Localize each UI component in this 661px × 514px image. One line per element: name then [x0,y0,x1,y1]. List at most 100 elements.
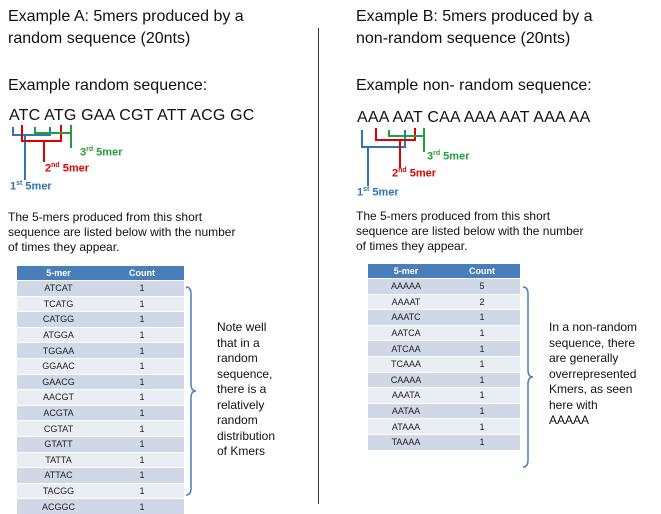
vertical-divider [318,28,319,504]
table-row: AATCA 1 [368,325,520,341]
example-b-note: In a non-random sequence, there are gene… [549,320,637,429]
count-cell: 1 [100,483,184,499]
count-cell: 1 [100,436,184,452]
table-row: TCATG 1 [17,296,184,312]
table-row: TGGAA 1 [17,343,184,359]
table-header-count: Count [100,266,184,281]
table-row: AAAAA 5 [368,279,520,295]
table-row: TCAAA 1 [368,356,520,372]
table-row: TAAAA 1 [368,434,520,449]
kmer-cell: TAAAA [368,434,444,449]
kmer-cell: GGAAC [17,358,100,374]
kmer-cell: ACGTA [17,405,100,421]
kmer-cell: AAAAA [368,279,444,295]
table-row: AAAAT 2 [368,294,520,310]
table-header-count: Count [444,264,520,279]
table-row: CAAAA 1 [368,372,520,388]
count-cell: 1 [100,312,184,328]
table-row: ATAAA 1 [368,419,520,435]
kmer-cell: AAATC [368,310,444,326]
table-row: GGAAC 1 [17,358,184,374]
count-cell: 1 [444,403,520,419]
kmer-cell: ACGGC [17,499,100,514]
table-header-5mer: 5-mer [368,264,444,279]
table-row: ATTAC 1 [17,468,184,484]
count-cell: 1 [100,452,184,468]
kmer-cell: TATTA [17,452,100,468]
table-row: ACGTA 1 [17,405,184,421]
table-row: ATCAA 1 [368,341,520,357]
example-b-third-5mer-label: 3rd 5mer [427,150,469,163]
example-b-bracket-diagram [330,0,650,205]
kmer-cell: TACGG [17,483,100,499]
count-cell: 1 [444,341,520,357]
table-row: GTATT 1 [17,436,184,452]
example-b-brace [522,286,534,470]
count-cell: 1 [444,372,520,388]
count-cell: 1 [100,405,184,421]
kmer-cell: TCAAA [368,356,444,372]
table-row: CGTAT 1 [17,421,184,437]
example-a-brace [185,286,197,498]
count-cell: 1 [444,356,520,372]
kmer-cell: GTATT [17,436,100,452]
example-a-third-5mer-label: 3rd 5mer [80,146,122,159]
kmer-cell: AAAAT [368,294,444,310]
kmer-cell: CAAAA [368,372,444,388]
count-cell: 1 [444,325,520,341]
kmer-cell: AATAA [368,403,444,419]
table-row: TACGG 1 [17,483,184,499]
count-cell: 2 [444,294,520,310]
count-cell: 1 [100,374,184,390]
example-a-third-5mer-bracket [35,125,71,133]
kmer-cell: AACGT [17,390,100,406]
table-row: AACGT 1 [17,390,184,406]
table-row: AATAA 1 [368,403,520,419]
example-a-note: Note well that in a random sequence, the… [217,320,275,460]
kmer-cell: AAATA [368,388,444,404]
example-a-first-5mer-label: 1st 5mer [10,180,52,193]
count-cell: 1 [100,327,184,343]
table-row: CATGG 1 [17,312,184,328]
count-cell: 1 [100,499,184,514]
example-a-second-5mer-label: 2nd 5mer [45,162,89,175]
count-cell: 1 [444,419,520,435]
table-row: ATGGA 1 [17,327,184,343]
example-b-second-5mer-bracket [376,128,415,140]
count-cell: 1 [100,358,184,374]
kmer-cell: CATGG [17,312,100,328]
table-row: ACGGC 1 [17,499,184,514]
example-b-third-5mer-bracket [389,128,424,136]
table-row: TATTA 1 [17,452,184,468]
example-a-description: The 5-mers produced from this short sequ… [8,210,235,255]
table-row: AAATC 1 [368,310,520,326]
count-cell: 1 [444,310,520,326]
kmer-cell: GAACG [17,374,100,390]
kmer-cell: ATTAC [17,468,100,484]
table-row: ATCAT 1 [17,281,184,297]
count-cell: 1 [444,388,520,404]
count-cell: 1 [444,434,520,449]
table-header-5mer: 5-mer [17,266,100,281]
count-cell: 1 [100,296,184,312]
kmer-cell: ATCAA [368,341,444,357]
count-cell: 1 [100,468,184,484]
kmer-cell: TGGAA [17,343,100,359]
count-cell: 1 [100,281,184,297]
count-cell: 1 [100,343,184,359]
count-cell: 1 [100,421,184,437]
kmer-cell: ATAAA [368,419,444,435]
kmer-cell: TCATG [17,296,100,312]
kmer-cell: AATCA [368,325,444,341]
example-b-second-5mer-label: 2nd 5mer [392,167,436,180]
example-a-kmer-table: 5-mer Count ATCAT 1 TCATG 1 CATGG 1 ATGGA 1 TGGA… [17,266,184,514]
count-cell: 1 [100,390,184,406]
example-b-kmer-table: 5-mer Count AAAAA 5 AAAAT 2 AAATC 1 AATCA 1 ATCA… [368,264,520,450]
table-row: AAATA 1 [368,388,520,404]
example-b-first-5mer-label: 1st 5mer [357,186,399,199]
kmer-cell: CGTAT [17,421,100,437]
example-b-first-5mer-bracket [362,130,405,147]
kmer-cell: ATGGA [17,327,100,343]
count-cell: 5 [444,279,520,295]
kmer-cell: ATCAT [17,281,100,297]
